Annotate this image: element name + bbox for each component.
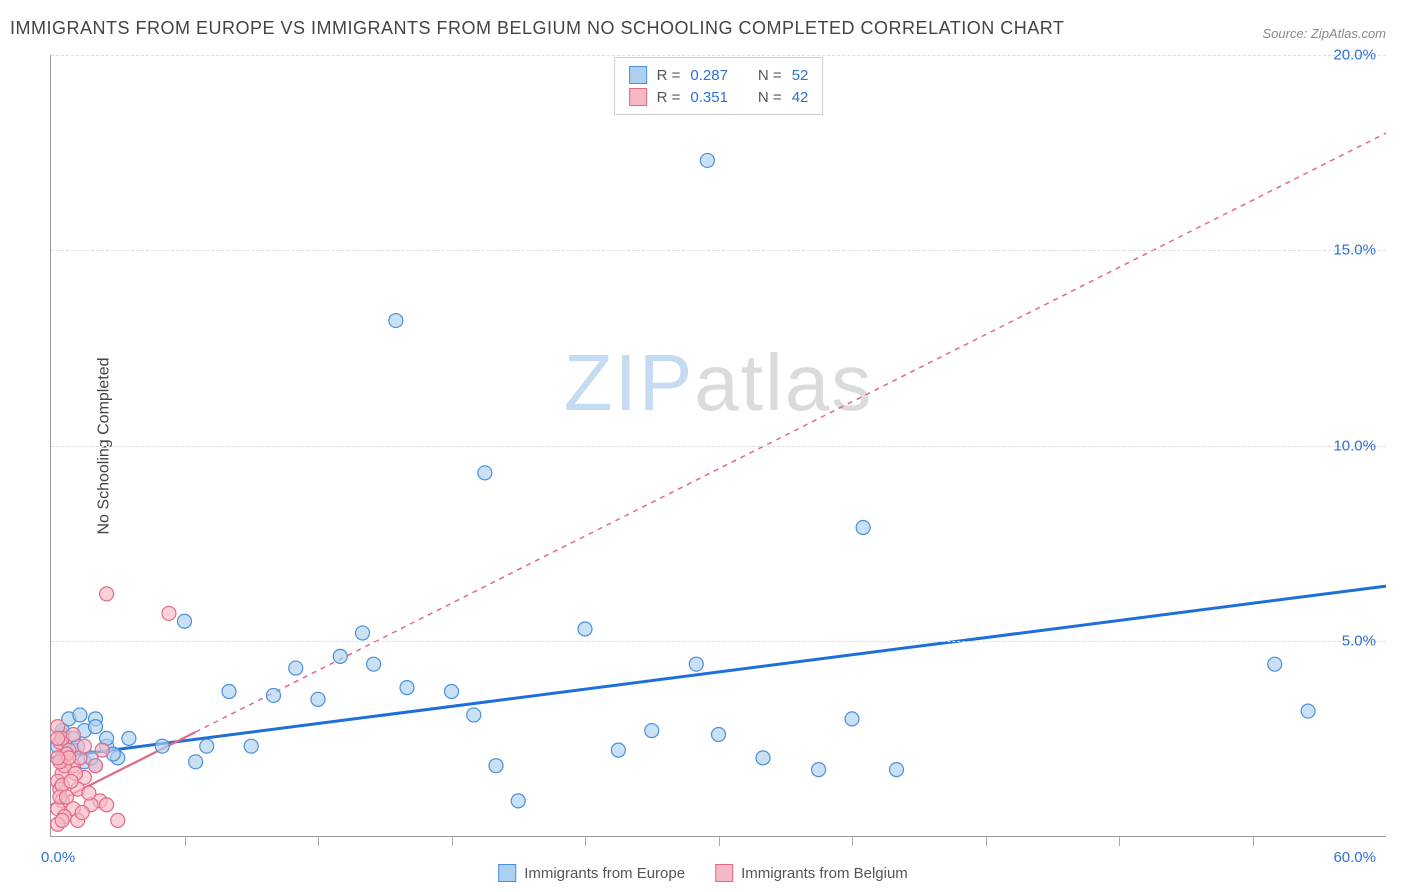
data-point — [55, 813, 69, 827]
data-point — [578, 622, 592, 636]
x-tick — [986, 836, 987, 846]
data-point — [367, 657, 381, 671]
data-point — [200, 739, 214, 753]
data-point — [155, 739, 169, 753]
y-tick-label: 10.0% — [1333, 437, 1376, 454]
x-max-label: 60.0% — [1333, 849, 1376, 866]
data-point — [222, 685, 236, 699]
y-tick-label: 20.0% — [1333, 47, 1376, 64]
data-point — [478, 466, 492, 480]
x-tick — [185, 836, 186, 846]
x-tick — [1119, 836, 1120, 846]
grid-line — [51, 250, 1386, 251]
grid-line — [51, 55, 1386, 56]
y-tick-label: 15.0% — [1333, 242, 1376, 259]
x-tick — [719, 836, 720, 846]
data-point — [400, 681, 414, 695]
data-point — [162, 606, 176, 620]
legend-label-europe: Immigrants from Europe — [524, 865, 685, 882]
data-point — [77, 739, 91, 753]
x-tick — [852, 836, 853, 846]
x-tick — [585, 836, 586, 846]
data-point — [73, 708, 87, 722]
chart-container: IMMIGRANTS FROM EUROPE VS IMMIGRANTS FRO… — [0, 0, 1406, 892]
legend-label-belgium: Immigrants from Belgium — [741, 865, 908, 882]
data-point — [856, 521, 870, 535]
data-point — [189, 755, 203, 769]
data-point — [689, 657, 703, 671]
data-point — [75, 806, 89, 820]
swatch-belgium — [715, 864, 733, 882]
data-point — [311, 692, 325, 706]
data-point — [511, 794, 525, 808]
data-point — [100, 798, 114, 812]
x-min-label: 0.0% — [41, 849, 75, 866]
data-point — [64, 774, 78, 788]
data-point — [82, 786, 96, 800]
data-point — [111, 813, 125, 827]
data-point — [51, 731, 65, 745]
legend-item-belgium: Immigrants from Belgium — [715, 864, 908, 882]
data-point — [333, 649, 347, 663]
data-point — [100, 587, 114, 601]
data-point — [66, 727, 80, 741]
data-point — [489, 759, 503, 773]
data-point — [389, 314, 403, 328]
data-point — [244, 739, 258, 753]
plot-area: ZIPatlas R = 0.287 N = 52 R = 0.351 N = … — [50, 55, 1386, 837]
x-tick — [452, 836, 453, 846]
chart-title: IMMIGRANTS FROM EUROPE VS IMMIGRANTS FRO… — [10, 18, 1064, 39]
data-point — [51, 751, 65, 765]
data-point — [700, 153, 714, 167]
data-point — [845, 712, 859, 726]
data-point — [611, 743, 625, 757]
data-point — [60, 790, 74, 804]
x-tick — [1253, 836, 1254, 846]
grid-line — [51, 446, 1386, 447]
data-point — [178, 614, 192, 628]
data-point — [445, 685, 459, 699]
data-point — [890, 763, 904, 777]
source-label: Source: ZipAtlas.com — [1262, 26, 1386, 41]
legend-item-europe: Immigrants from Europe — [498, 864, 685, 882]
y-tick-label: 5.0% — [1342, 632, 1376, 649]
data-point — [1268, 657, 1282, 671]
data-point — [712, 727, 726, 741]
data-point — [289, 661, 303, 675]
data-point — [95, 743, 109, 757]
grid-line — [51, 641, 1386, 642]
data-point — [812, 763, 826, 777]
data-point — [89, 720, 103, 734]
data-point — [645, 724, 659, 738]
bottom-legend: Immigrants from Europe Immigrants from B… — [498, 864, 908, 882]
data-point — [1301, 704, 1315, 718]
data-point — [356, 626, 370, 640]
data-point — [467, 708, 481, 722]
data-point — [756, 751, 770, 765]
x-tick — [318, 836, 319, 846]
swatch-europe — [498, 864, 516, 882]
data-point — [267, 688, 281, 702]
data-point — [122, 731, 136, 745]
data-point — [89, 759, 103, 773]
